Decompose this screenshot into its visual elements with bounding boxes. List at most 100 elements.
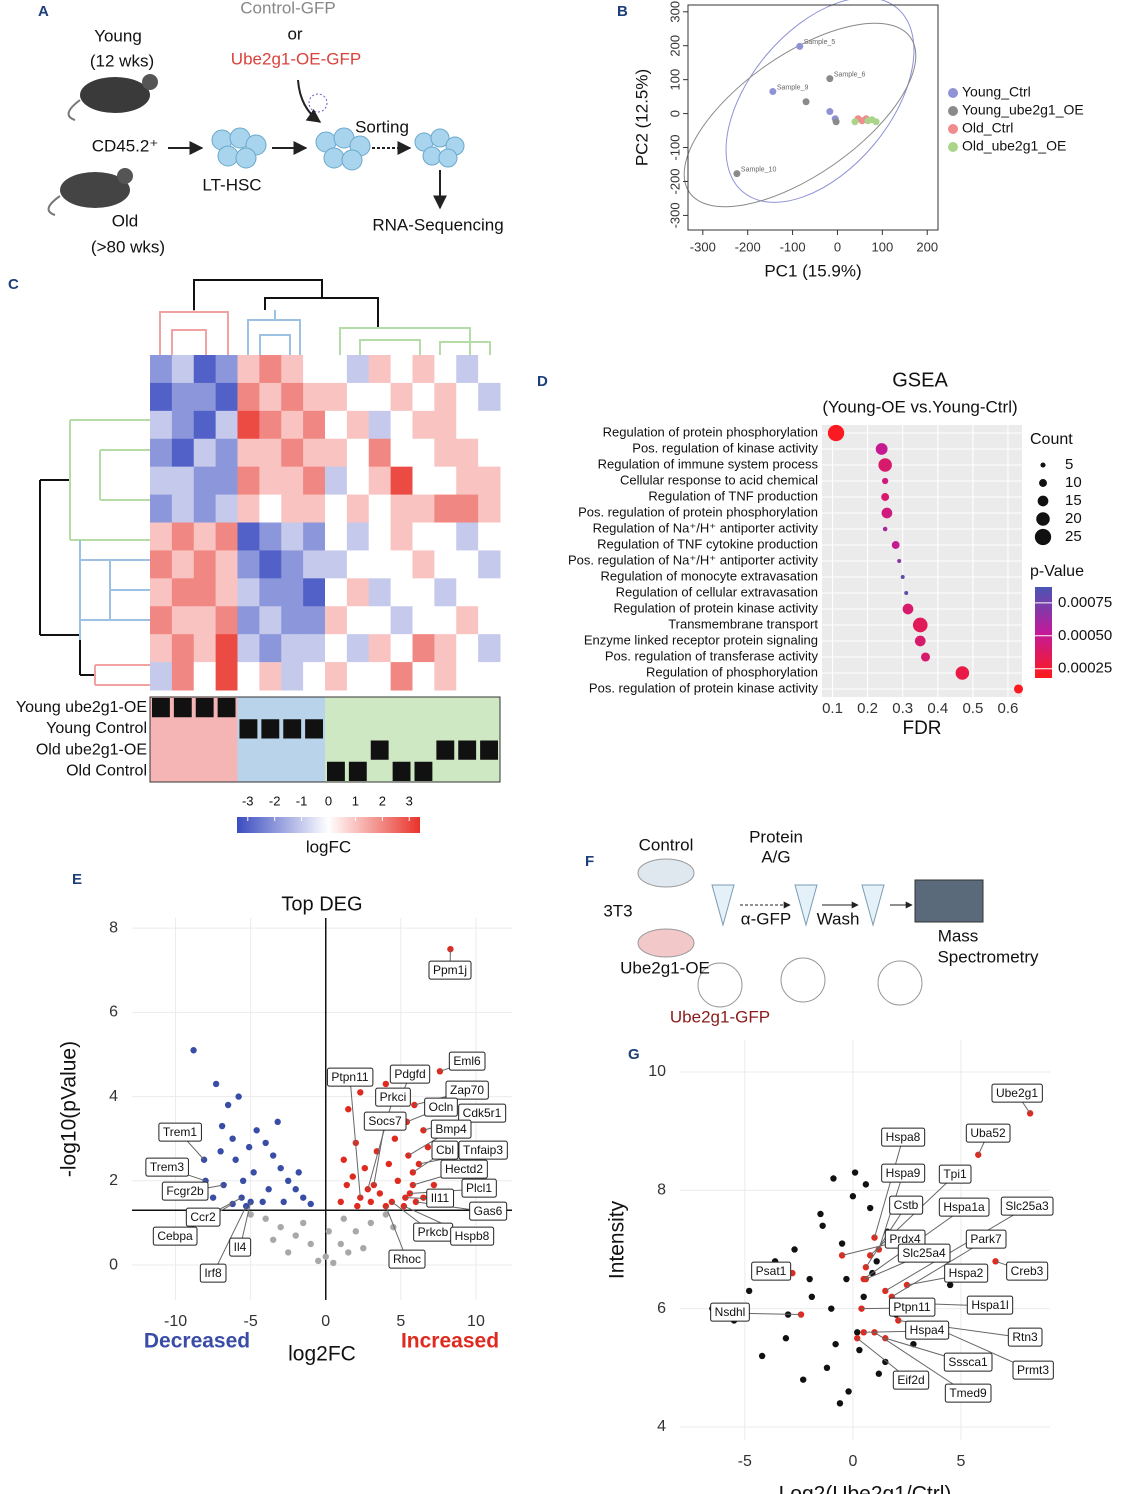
y-tick-label: Pos. regulation of kinase activity — [632, 440, 818, 455]
size-legend-label: 25 — [1065, 528, 1082, 545]
x-axis-label: FDR — [902, 718, 941, 739]
label-box — [905, 1320, 950, 1340]
bead-zoom — [780, 957, 826, 1003]
heatmap-cell — [325, 355, 348, 384]
point — [235, 1093, 242, 1100]
heatmap-cell — [259, 466, 282, 496]
label-box — [440, 1159, 488, 1179]
group-label: Decreased — [144, 1330, 250, 1353]
legend-label: Young_ube2g1_OE — [962, 102, 1084, 118]
label: Spectrometry — [937, 947, 1039, 966]
point-label: Bmp4 — [435, 1122, 467, 1136]
heatmap-cell — [193, 466, 217, 496]
confidence-ellipse — [683, 22, 917, 208]
point-label: Eif2d — [897, 1373, 924, 1387]
point-label: Irf8 — [204, 1266, 222, 1280]
heatmap-cell — [390, 438, 413, 468]
heatmap-cell — [150, 606, 173, 635]
heatmap-cell — [346, 410, 370, 440]
heatmap-cell — [150, 662, 173, 691]
size-legend-marker — [1036, 512, 1050, 526]
heatmap-cell — [325, 662, 348, 691]
heatmap-cell — [346, 606, 370, 635]
point-label: Sample_9 — [777, 84, 809, 91]
size-legend-marker — [1039, 479, 1047, 487]
size-legend-title: Count — [1030, 431, 1073, 448]
y-tick-label: 6 — [109, 1004, 118, 1021]
label-box — [943, 1352, 993, 1372]
point-label: Hspa1a — [943, 1200, 985, 1214]
point — [412, 1198, 420, 1206]
point — [882, 1358, 889, 1366]
x-tick-label: 5 — [957, 1453, 966, 1470]
heatmap-cell — [346, 550, 370, 579]
heatmap-cell — [478, 606, 501, 635]
heatmap-cell — [434, 578, 457, 607]
point-label: Zap70 — [450, 1083, 484, 1097]
point-label: Fcgr2b — [166, 1184, 204, 1198]
heatmap-cell — [281, 438, 304, 468]
y-tick-label: Pos. regulation of protein phosphorylati… — [578, 504, 818, 519]
heatmap-cell — [390, 550, 413, 579]
heatmap-cell — [390, 466, 413, 496]
point — [411, 1101, 418, 1109]
heatmap-cell — [303, 662, 326, 691]
point-label: Rhoc — [393, 1252, 421, 1266]
dot — [881, 493, 890, 501]
y-axis-label: PC2 (12.5%) — [632, 69, 651, 166]
panel-label: B — [617, 3, 628, 20]
leader-line — [885, 1206, 1028, 1292]
dot — [881, 507, 893, 519]
annotation-cell — [480, 740, 498, 760]
annotation-cell — [261, 719, 280, 739]
heatmap-cell — [456, 578, 479, 607]
heatmap-cell — [478, 466, 501, 496]
colorbar-tick-label: -1 — [296, 793, 308, 808]
point-label: Sample_10 — [741, 167, 777, 174]
heatmap-cell — [456, 662, 479, 691]
heatmap-cell — [215, 466, 238, 496]
y-tick-label: 0 — [109, 1256, 118, 1273]
label-box — [944, 1263, 989, 1283]
tube — [794, 884, 818, 927]
point — [285, 1249, 292, 1256]
heatmap-cell — [390, 606, 413, 635]
point — [190, 1047, 197, 1054]
point-label: Cdk5r1 — [463, 1106, 502, 1120]
heatmap-cell — [434, 355, 457, 384]
x-tick-label: 0.1 — [822, 700, 843, 717]
heatmap-cell — [281, 355, 304, 384]
point — [838, 1240, 846, 1247]
chart-title: GSEA — [892, 369, 948, 391]
point — [295, 1169, 302, 1176]
point — [832, 118, 840, 126]
point — [217, 1148, 224, 1155]
point — [245, 1143, 253, 1151]
heatmap-cell — [346, 382, 370, 412]
heatmap-cell — [171, 578, 195, 607]
x-tick-label: -5 — [244, 1313, 258, 1330]
heatmap-cell — [259, 494, 282, 523]
x-tick-label: 0 — [834, 239, 841, 254]
y-tick-label: Transmembrane transport — [668, 616, 818, 631]
heatmap-cell — [390, 578, 413, 607]
y-axis-label: Intensity — [606, 1200, 629, 1279]
heatmap-cell — [171, 382, 195, 412]
chart-title: Top DEG — [281, 893, 362, 915]
heatmap-cell — [215, 355, 238, 384]
point — [862, 1181, 870, 1188]
annotation-cell — [414, 761, 433, 781]
heatmap-cell — [237, 410, 260, 440]
heatmap-cell — [237, 494, 260, 523]
point — [851, 118, 859, 126]
heatmap-cell — [237, 355, 260, 384]
point-label: Prmt3 — [1017, 1363, 1049, 1377]
size-legend-label: 15 — [1065, 492, 1082, 509]
point — [409, 1169, 417, 1176]
point — [367, 1219, 375, 1227]
bead-zoom — [877, 960, 923, 1006]
point — [376, 1190, 384, 1197]
point — [325, 1228, 332, 1235]
legend-label: Young_Ctrl — [962, 84, 1031, 100]
